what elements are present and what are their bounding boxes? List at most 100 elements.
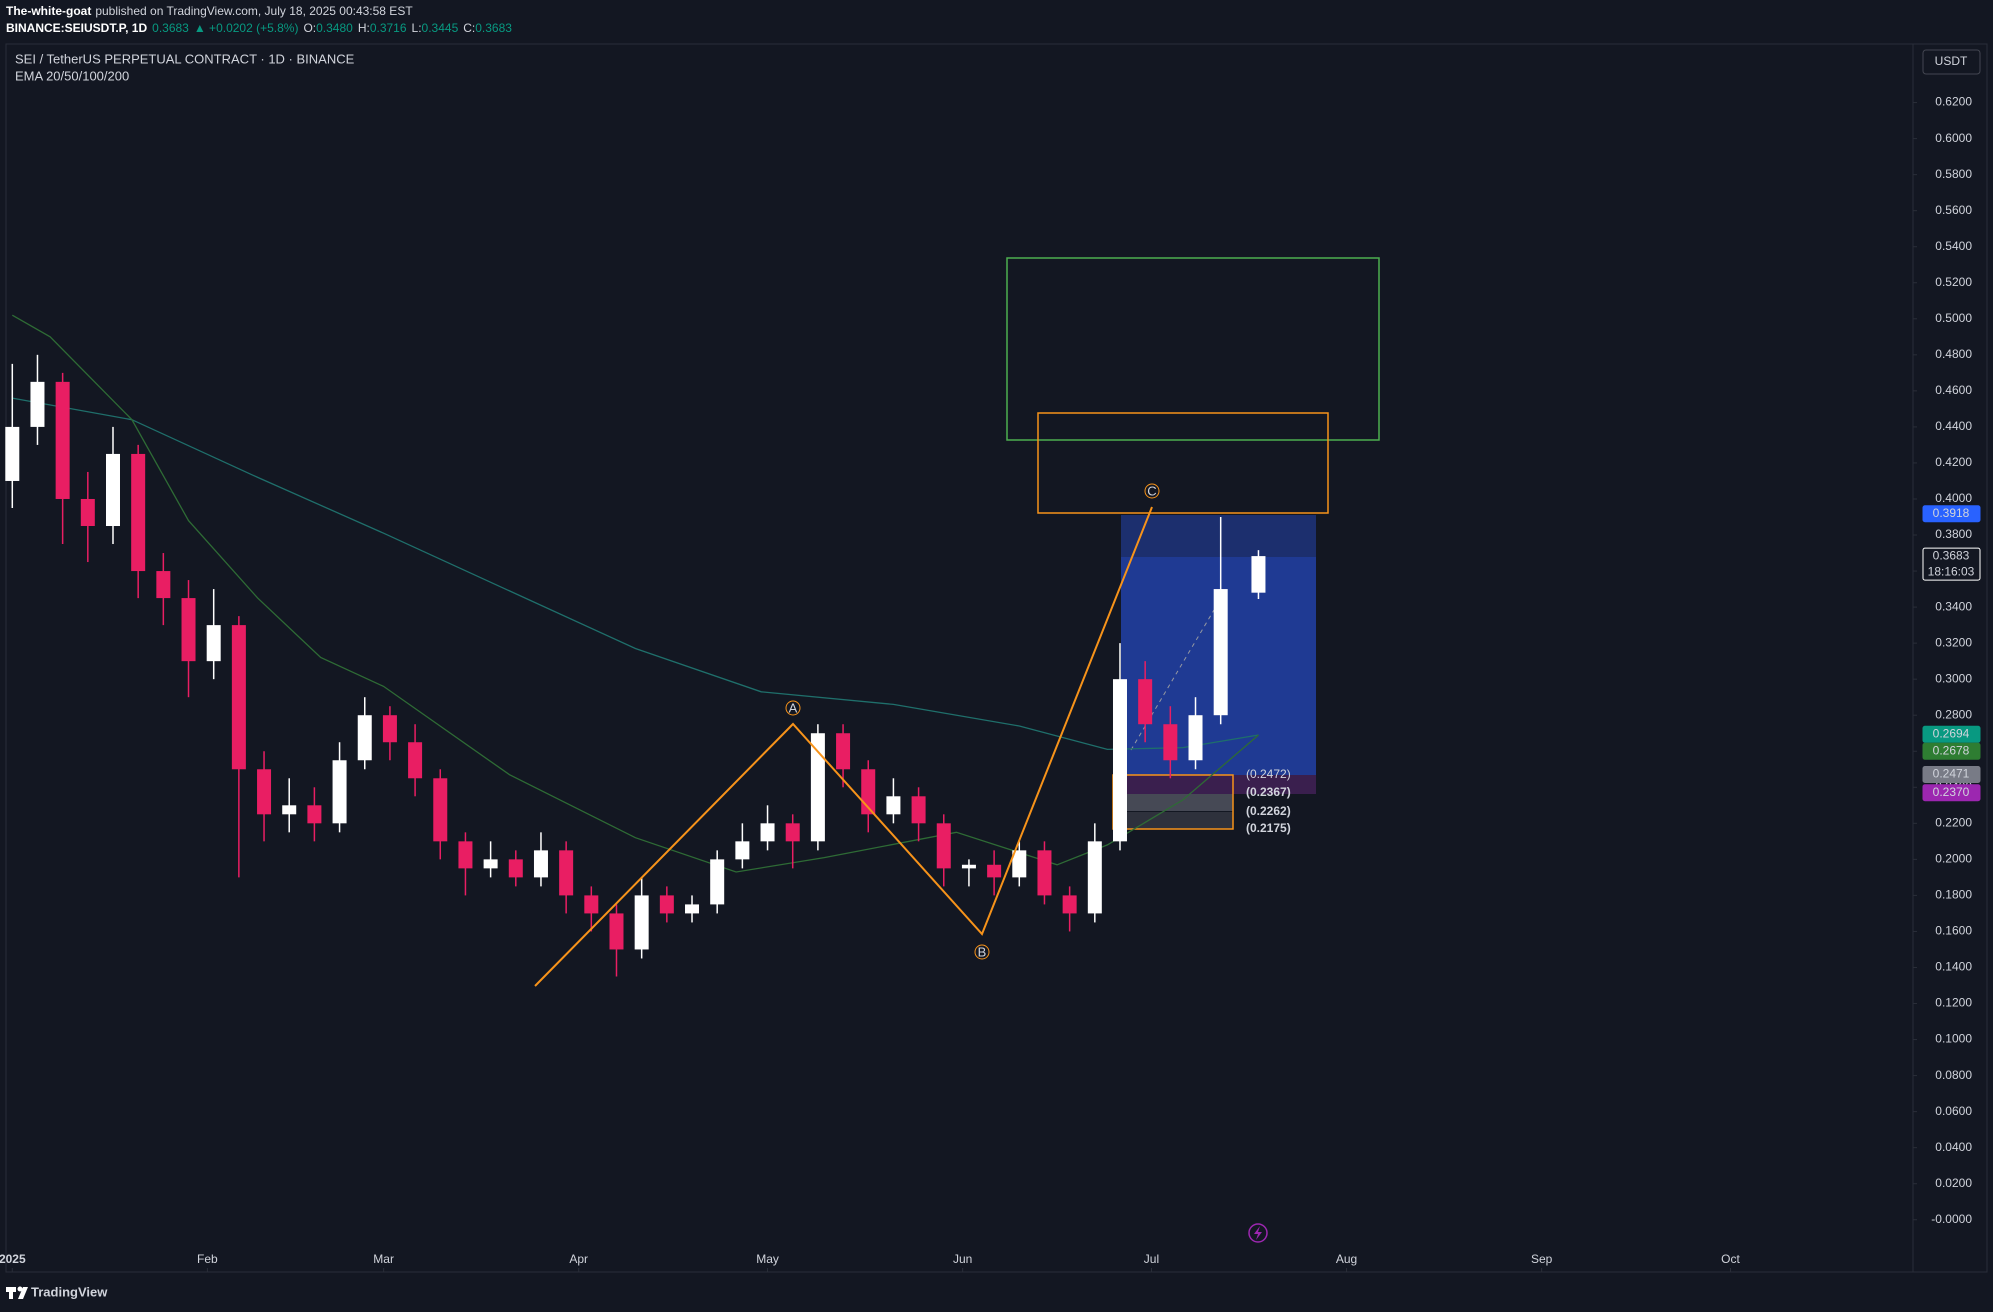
price-badge-label: 0.2694 <box>1933 726 1970 740</box>
published: published on TradingView.com, July 18, 2… <box>95 4 413 18</box>
drawings-over: A B C (0.2472) (0.2367) (0.2262) (0.2175… <box>534 483 1291 1243</box>
wave-marker <box>974 944 990 960</box>
y-tick-label: 0.0200 <box>1935 1176 1972 1190</box>
candle-body <box>584 895 599 914</box>
price-badge <box>1922 765 1981 783</box>
candle-body <box>987 864 1002 878</box>
candle-body <box>559 850 574 896</box>
x-tick-label: Apr <box>569 1252 588 1266</box>
resistance-box <box>1037 412 1329 514</box>
candle-body <box>961 864 976 869</box>
brand-logo[interactable]: TradingView <box>6 1284 108 1299</box>
candle-body <box>1062 895 1077 914</box>
y-tick-label: 0.3400 <box>1935 599 1972 613</box>
y-tick-label: 0.0800 <box>1935 1068 1972 1082</box>
price-badge-label: 0.3683 <box>1933 548 1970 562</box>
ohlc-value: 0.3445 <box>422 21 459 35</box>
x-tick-label: Aug <box>1336 1252 1357 1266</box>
candle-body <box>810 733 825 842</box>
candle-body <box>80 498 95 527</box>
wave-label: C <box>1147 483 1156 498</box>
candle-body <box>156 571 171 599</box>
candle-body <box>836 733 851 770</box>
logo-part <box>17 1286 23 1292</box>
y-tick-label: 0.6000 <box>1935 131 1972 145</box>
candle-body <box>911 796 926 824</box>
candle-body <box>710 859 725 905</box>
y-tick-label: 0.2200 <box>1935 815 1972 829</box>
chart-title: SEI / TetherUS PERPETUAL CONTRACT · 1D ·… <box>15 51 355 66</box>
author: The-white-goat <box>6 4 91 18</box>
currency[interactable]: USDT <box>1935 54 1968 68</box>
last-price: 0.3683 <box>152 21 189 35</box>
level-label: (0.2472) <box>1246 767 1291 781</box>
candle-body <box>332 760 347 824</box>
wave-marker <box>1144 483 1160 499</box>
x-tick-label: Feb <box>197 1252 218 1266</box>
wave-label: B <box>978 944 987 959</box>
candle-body <box>659 895 674 914</box>
candle-body <box>357 715 372 761</box>
publish-line: The-white-goat published on TradingView.c… <box>6 4 413 18</box>
y-tick-label: 0.4600 <box>1935 383 1972 397</box>
y-tick-label: 0.0400 <box>1935 1140 1972 1154</box>
y-tick-label: 0.4200 <box>1935 455 1972 469</box>
y-tick-label: 0.5200 <box>1935 275 1972 289</box>
y-tick-label: 0.3800 <box>1935 527 1972 541</box>
price-badge <box>1922 547 1981 581</box>
currency-box[interactable] <box>1922 49 1981 75</box>
level-box <box>1113 812 1233 829</box>
price-badge <box>1922 725 1981 743</box>
candle-body <box>131 453 146 572</box>
ohlc-label: O: <box>303 21 316 35</box>
candle-body <box>257 769 272 815</box>
y-tick-label: 0.4400 <box>1935 419 1972 433</box>
countdown: 18:16:03 <box>1928 564 1975 578</box>
y-tick-label: 0.5800 <box>1935 167 1972 181</box>
y-tick-label: 0.1000 <box>1935 1032 1972 1046</box>
target-zone <box>1121 515 1316 557</box>
candle-body <box>55 381 70 499</box>
plot-area <box>5 314 1266 977</box>
y-tick-label: 0.6200 <box>1935 95 1972 109</box>
candle-body <box>533 850 548 878</box>
candle-body <box>1251 556 1266 593</box>
level-label: (0.2175) <box>1246 821 1291 835</box>
candle-body <box>5 426 20 481</box>
candle-body <box>1213 589 1228 716</box>
x-tick-label: Jul <box>1144 1252 1159 1266</box>
candle-body <box>30 381 45 427</box>
price-badge-label: 0.3918 <box>1933 506 1970 520</box>
y-tick-label: 0.5400 <box>1935 239 1972 253</box>
y-tick-label: 0.1400 <box>1935 960 1972 974</box>
x-tick-label: 2025 <box>0 1252 26 1266</box>
ohlc-value: 0.3716 <box>370 21 407 35</box>
price-badge <box>1922 742 1981 760</box>
y-tick-label: 0.4800 <box>1935 347 1972 361</box>
candle-body <box>181 598 196 662</box>
candle-body <box>1138 679 1153 725</box>
abc-zigzag <box>534 506 1153 987</box>
y-tick-label: 0.1600 <box>1935 924 1972 938</box>
y-tick-label: 0.3000 <box>1935 671 1972 685</box>
y-tick-label: 0.0600 <box>1935 1104 1972 1118</box>
candle-body <box>735 841 750 860</box>
candle-body <box>206 625 221 662</box>
y-tick-label: 0.3200 <box>1935 635 1972 649</box>
ohlc-label: C: <box>463 21 475 35</box>
x-tick-label: Oct <box>1721 1252 1740 1266</box>
x-tick-label: Jun <box>953 1252 972 1266</box>
brand[interactable]: TradingView <box>31 1284 108 1299</box>
wave-marker <box>785 700 801 716</box>
ohlc-label: L: <box>412 21 422 35</box>
candle-body <box>382 715 397 743</box>
symbol-line: BINANCE:SEIUSDT.P, 1D 0.3683 ▲ +0.0202 (+5… <box>6 21 512 35</box>
price-badge <box>1922 505 1981 523</box>
logo-part <box>9 1287 13 1299</box>
price-badge-label: 0.2678 <box>1933 743 1970 757</box>
candle-body <box>105 453 120 527</box>
candle-body <box>1163 724 1178 761</box>
event-icon[interactable] <box>1248 1223 1268 1243</box>
